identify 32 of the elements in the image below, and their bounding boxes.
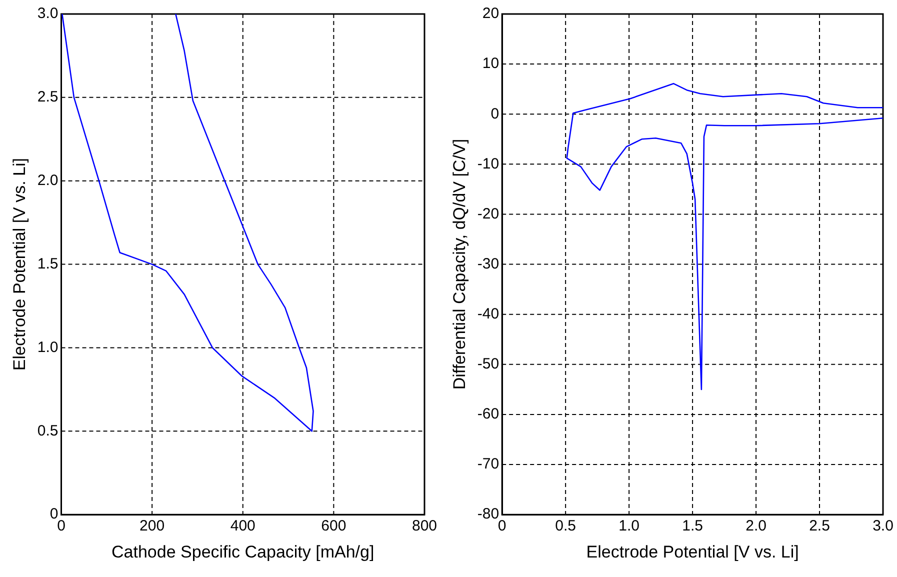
x-tick-label: 2.0	[746, 518, 766, 535]
y-tick-label: 0	[50, 506, 58, 523]
y-tick-label: -10	[477, 155, 500, 172]
y-axis-title: Electrode Potential [V vs. Li]	[10, 158, 29, 371]
y-tick-label: 0.5	[37, 422, 58, 440]
x-tick-label: 0.5	[555, 518, 576, 535]
y-tick-label: -20	[477, 205, 500, 222]
y-tick-label: -40	[477, 306, 500, 322]
y-tick-label: 1.0	[37, 338, 58, 356]
x-tick-label: 2.5	[809, 518, 830, 535]
x-tick-label: 600	[321, 518, 346, 535]
x-tick-label: 200	[140, 518, 165, 535]
y-axis-title: Differential Capacity, dQ/dV [C/V]	[450, 138, 469, 390]
x-tick-label: 400	[230, 518, 256, 535]
y-tick-label: -70	[477, 456, 500, 473]
y-tick-label: 10	[482, 55, 500, 72]
x-tick-label: 3.0	[872, 518, 894, 535]
y-tick-label: -80	[477, 506, 500, 523]
y-tick-label: 2.0	[37, 172, 58, 190]
y-tick-label: 2.5	[37, 88, 58, 106]
y-tick-label: -50	[477, 356, 500, 373]
y-tick-label: -60	[477, 406, 500, 423]
y-tick-label: 1.5	[37, 255, 58, 272]
x-tick-label: 800	[412, 518, 437, 535]
y-tick-label: 3.0	[37, 5, 58, 22]
y-tick-label: 20	[482, 5, 500, 22]
x-axis-title: Electrode Potential [V vs. Li]	[586, 542, 799, 562]
x-axis-title: Cathode Specific Capacity [mAh/g]	[112, 542, 374, 562]
y-tick-label: 0	[490, 105, 500, 122]
x-tick-label: 1.5	[682, 518, 703, 535]
y-tick-label: -30	[477, 255, 500, 272]
x-tick-label: 1.0	[618, 518, 640, 535]
